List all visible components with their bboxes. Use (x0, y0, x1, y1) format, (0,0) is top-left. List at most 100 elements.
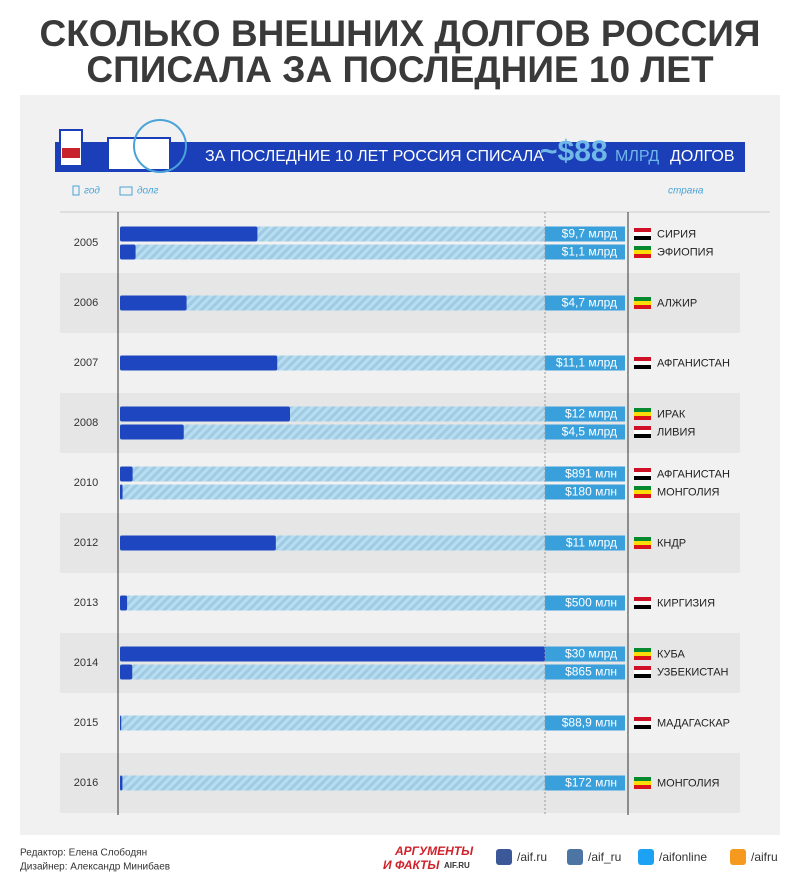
country-label: УЗБЕКИСТАН (657, 666, 729, 678)
flag (634, 305, 651, 309)
social-link[interactable]: /aifru (751, 850, 778, 864)
flag (634, 232, 651, 236)
country-label: МОНГОЛИЯ (657, 486, 720, 498)
flag (634, 430, 651, 434)
credit: Дизайнер: Александр Минибаев (20, 861, 170, 873)
flag (634, 357, 651, 361)
flag (634, 468, 651, 472)
bar-track (120, 484, 625, 500)
social-link[interactable]: /aifonline (659, 850, 707, 864)
country-label: КНДР (657, 537, 686, 549)
country-label: КУБА (657, 648, 685, 660)
flag (634, 541, 651, 545)
header: страна (668, 186, 704, 197)
flag (634, 236, 651, 240)
flag (634, 476, 651, 480)
country-label: АФГАНИСТАН (657, 468, 730, 480)
value-label: $9,7 млрд (562, 227, 617, 241)
flag (634, 785, 651, 789)
year-label: 2008 (74, 417, 98, 429)
country-label: ИРАК (657, 408, 686, 420)
flag (634, 434, 651, 438)
year-label: 2007 (74, 357, 98, 369)
year-label: 2005 (74, 237, 98, 249)
value-label: $11 млрд (566, 536, 617, 550)
value-label: $4,7 млрд (562, 296, 617, 310)
value-label: $4,5 млрд (562, 425, 617, 439)
icon (133, 119, 187, 173)
social-link[interactable]: /aif_ru (588, 850, 621, 864)
credit: Редактор: Елена Слободян (20, 847, 147, 859)
flag (634, 228, 651, 232)
bar-track (120, 775, 625, 791)
icon (107, 137, 171, 171)
row-band (60, 393, 740, 453)
flag (634, 656, 651, 660)
flag (634, 721, 651, 725)
social-icon[interactable] (638, 849, 654, 865)
flag (634, 545, 651, 549)
flag (634, 408, 651, 412)
value-label: $180 млн (565, 485, 617, 499)
bar-track (120, 595, 625, 611)
year-label: 2010 (74, 477, 98, 489)
bar (120, 355, 278, 371)
banner-text: ЗА ПОСЛЕДНИЕ 10 ЛЕТ РОССИЯ СПИСАЛА (205, 148, 544, 165)
flag (634, 254, 651, 258)
banner-suffix: ДОЛГОВ (670, 148, 734, 165)
value-box (545, 664, 625, 680)
country-label: КИРГИЗИЯ (657, 597, 715, 609)
bar (120, 664, 133, 680)
bar-track (120, 466, 625, 482)
value-label: $865 млн (565, 665, 617, 679)
value-box (545, 355, 625, 371)
value-box (545, 595, 625, 611)
year-label: 2012 (74, 537, 98, 549)
value-box (545, 226, 625, 242)
value-box (545, 244, 625, 260)
social-icon[interactable] (567, 849, 583, 865)
value-label: $1,1 млрд (562, 245, 617, 259)
year-label: 2014 (74, 657, 98, 669)
value-box (545, 484, 625, 500)
flag (634, 537, 651, 541)
flag (634, 666, 651, 670)
flag (634, 674, 651, 678)
social-icon[interactable] (496, 849, 512, 865)
flag (634, 490, 651, 494)
flag (634, 472, 651, 476)
bar (120, 484, 123, 500)
row-band (60, 453, 740, 513)
bar (120, 466, 133, 482)
value-label: $11,1 млрд (556, 356, 617, 370)
value-box (545, 646, 625, 662)
flag (634, 246, 651, 250)
row-band (60, 633, 740, 693)
value-box (545, 715, 625, 731)
flag (634, 781, 651, 785)
bar (120, 295, 187, 311)
flag (634, 648, 651, 652)
bar (120, 595, 128, 611)
bar-track (120, 424, 625, 440)
flag (634, 652, 651, 656)
banner-amount: ~$88 (540, 135, 608, 168)
social-link[interactable]: /aif.ru (517, 850, 547, 864)
logo: АРГУМЕНТЫ (394, 844, 474, 858)
flag (634, 250, 651, 254)
value-label: $891 млн (565, 467, 617, 481)
social-icon[interactable] (730, 849, 746, 865)
value-label: $172 млн (565, 776, 617, 790)
flag (634, 416, 651, 420)
bar (120, 715, 122, 731)
rows: 2005 $9,7 млрд СИРИЯ $1,1 млрд ЭФИОПИЯ 2006 $4… (60, 213, 740, 813)
country-label: СИРИЯ (657, 228, 696, 240)
country-label: МОНГОЛИЯ (657, 777, 720, 789)
flag (634, 670, 651, 674)
icon (62, 148, 80, 158)
flag (634, 605, 651, 609)
value-box (545, 535, 625, 551)
bar (120, 244, 136, 260)
value-box (545, 295, 625, 311)
bar (120, 535, 276, 551)
